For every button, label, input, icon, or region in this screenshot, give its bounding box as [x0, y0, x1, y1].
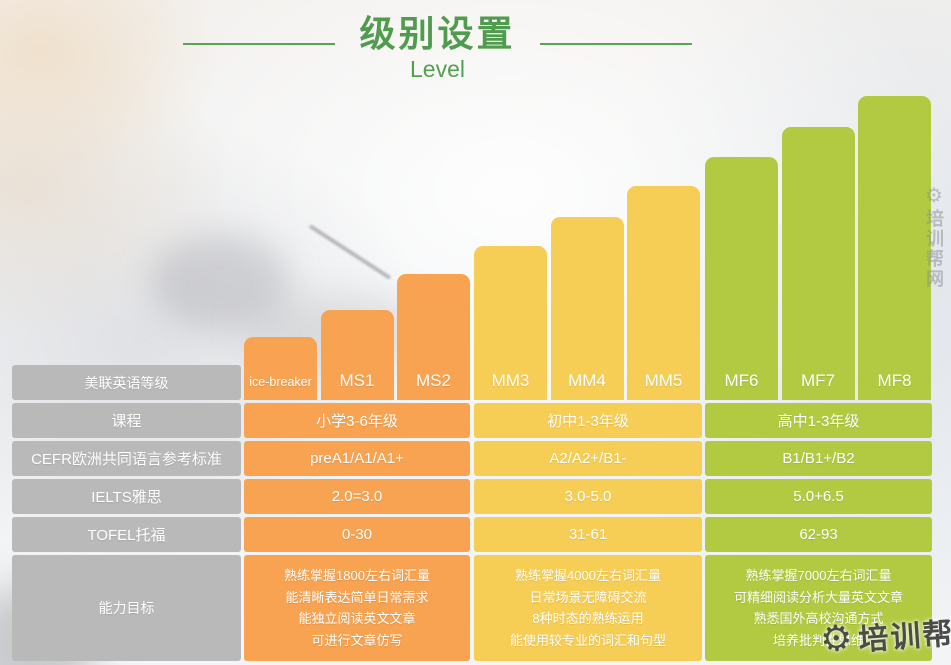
page-title: 级别设置 — [359, 13, 516, 54]
title-divider-left — [183, 43, 336, 46]
goal-line: 培养批判性思维 — [772, 632, 864, 648]
watermark-text: 培训帮网 — [924, 209, 944, 289]
goal-line: 熟练掌握7000左右词汇量 — [745, 568, 892, 583]
bar-mm3: MM3 — [474, 246, 547, 400]
bar-mf7: MF7 — [781, 127, 855, 400]
course-cell-ms: 小学3-6年级 — [244, 403, 470, 438]
bar-label: ice-breaker — [249, 375, 312, 389]
tofel-cell-ms: 0-30 — [244, 517, 470, 552]
bar-label: MM4 — [568, 371, 606, 390]
pencil-photo-shape — [308, 224, 392, 280]
goals-cell-mm: 熟练掌握4000左右词汇量 日常场景无障碍交流 8种时态的熟练运用 能使用较专业… — [474, 555, 702, 661]
goal-line: 日常场景无障碍交流 — [529, 589, 647, 605]
watermark-text: 培训帮网 — [857, 615, 951, 658]
goals-cell-mf: 熟练掌握7000左右词汇量 可精细阅读分析大量英文文章 熟悉国外高校沟通方式 培… — [705, 555, 932, 661]
bar-mm5: MM5 — [627, 186, 700, 400]
page-header: 级别设置 Level — [0, 12, 875, 83]
course-cell-mf: 高中1-3年级 — [705, 403, 932, 438]
bar-label: MF8 — [877, 371, 912, 390]
goal-line: 能使用较专业的词汇和句型 — [509, 632, 666, 648]
bar-label: MF6 — [724, 371, 759, 390]
cefr-cell-mf: B1/B1+/B2 — [705, 441, 932, 476]
bar-label: MF7 — [801, 371, 835, 390]
background-photo-blur — [150, 235, 290, 330]
goal-line: 能清晰表达简单日常需求 — [285, 589, 429, 605]
goal-line: 可进行文章仿写 — [311, 632, 403, 648]
bar-ms1: MS1 — [320, 310, 394, 400]
ielts-cell-ms: 2.0=3.0 — [244, 479, 470, 514]
row-label-tofel: TOFEL托福 — [12, 517, 241, 552]
bar-mf8: MF8 — [858, 96, 931, 400]
ielts-cell-mm: 3.0-5.0 — [474, 479, 702, 514]
goal-line: 8种时态的熟练运用 — [532, 611, 644, 626]
bar-label: MM5 — [644, 371, 683, 390]
watermark-right-side: ⚙培训帮网 — [921, 183, 947, 289]
bar-ice-breaker: ice-breaker — [244, 337, 317, 400]
row-label-ielts: IELTS雅思 — [12, 479, 241, 514]
gear-icon: ⚙ — [818, 616, 856, 661]
bar-label: MM3 — [491, 371, 530, 390]
ielts-cell-mf: 5.0+6.5 — [705, 479, 932, 514]
course-cell-mm: 初中1-3年级 — [474, 403, 702, 438]
row-label-cefr: CEFR欧洲共同语言参考标准 — [12, 441, 241, 476]
tofel-cell-mf: 62-93 — [705, 517, 932, 552]
tofel-cell-mm: 31-61 — [474, 517, 702, 552]
goal-line: 熟练掌握4000左右词汇量 — [515, 568, 661, 583]
page-subtitle: Level — [410, 56, 465, 83]
goal-line: 可精细阅读分析大量英文文章 — [733, 589, 903, 605]
row-label-goals: 能力目标 — [12, 555, 241, 661]
goal-line: 熟练掌握1800左右词汇量 — [284, 568, 430, 583]
bar-ms2: MS2 — [397, 274, 470, 400]
gear-icon: ⚙ — [922, 183, 946, 209]
row-label-course: 课程 — [12, 403, 241, 438]
bar-label: MS2 — [416, 371, 451, 390]
goal-line: 能独立阅读英文文章 — [298, 611, 416, 626]
bar-mf6: MF6 — [705, 157, 778, 400]
bar-label: MS1 — [339, 371, 375, 390]
cefr-cell-mm: A2/A2+/B1- — [474, 441, 702, 476]
cefr-cell-ms: preA1/A1/A1+ — [244, 441, 470, 476]
row-label-level: 美联英语等级 — [12, 365, 241, 400]
goals-cell-ms: 熟练掌握1800左右词汇量 能清晰表达简单日常需求 能独立阅读英文文章 可进行文… — [244, 555, 470, 661]
bar-mm4: MM4 — [550, 217, 624, 400]
title-divider-right — [539, 43, 692, 46]
goal-line: 熟悉国外高校沟通方式 — [753, 611, 884, 626]
